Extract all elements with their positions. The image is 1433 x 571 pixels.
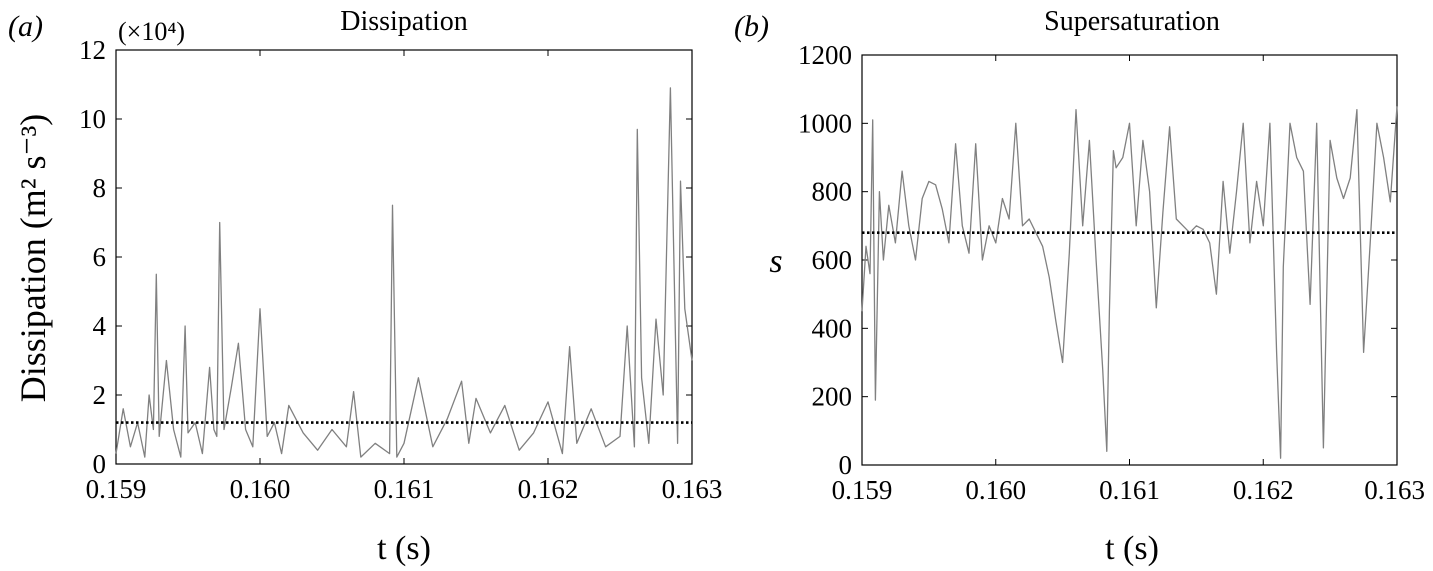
panel-a-x-tick-label: 0.160 xyxy=(230,474,291,504)
panel-b-plot-frame xyxy=(861,54,1398,466)
panel-b-y-tick-label: 1200 xyxy=(798,40,852,70)
panel-a-y-tick-label: 10 xyxy=(79,104,106,134)
panel-b-title: Supersaturation xyxy=(1044,6,1220,37)
panel-b-y-axis-label: s xyxy=(769,243,782,280)
panel-b-y-tick-label: 800 xyxy=(812,177,853,207)
panel-a-y-tick-label: 0 xyxy=(93,449,107,479)
panel-a-y-tick-label: 12 xyxy=(79,35,106,65)
panel-b-y-tick-label: 0 xyxy=(839,450,853,480)
panel-b-x-tick-label: 0.160 xyxy=(965,475,1026,505)
panel-b-x-tick-label: 0.159 xyxy=(832,475,893,505)
panel-b-plot: 0.159 0.160 0.161 0.162 0.163 0 200 400 600 800 10… xyxy=(798,40,1425,505)
panel-b-x-tick-label: 0.162 xyxy=(1233,475,1294,505)
panel-a-y-axis-label: Dissipation (m² s⁻³) xyxy=(13,114,53,403)
panel-b-x-axis-label: t (s) xyxy=(1105,530,1159,567)
panel-a-y-multiplier: (×10⁴) xyxy=(118,17,185,46)
panel-a-title: Dissipation xyxy=(340,6,468,37)
panel-a-y-tick-label: 6 xyxy=(93,242,107,272)
panel-a-x-tick-label: 0.159 xyxy=(86,474,147,504)
panel-a: (a) Dissipation (×10⁴) Dissipation (m² s… xyxy=(8,6,722,567)
panel-a-label: (a) xyxy=(8,10,43,43)
panel-a-y-tick-label: 2 xyxy=(93,380,107,410)
panel-b-y-tick-label: 200 xyxy=(812,382,853,412)
panel-a-y-tick-label: 4 xyxy=(93,311,107,341)
panel-a-series-line xyxy=(115,87,693,458)
panel-a-plot-frame xyxy=(115,49,693,465)
panel-a-x-tick-label: 0.162 xyxy=(518,474,579,504)
panel-b-y-tick-label: 1000 xyxy=(798,108,852,138)
panel-b-y-tick-label: 400 xyxy=(812,313,853,343)
panel-a-x-tick-label: 0.163 xyxy=(662,474,723,504)
panel-b-x-tick-label: 0.163 xyxy=(1364,475,1425,505)
panel-a-plot: 0.159 0.160 0.161 0.162 0.163 0 2 4 6 8 10 12 xyxy=(79,35,722,504)
panel-a-x-tick-label: 0.161 xyxy=(374,474,435,504)
panel-b-y-tick-label: 600 xyxy=(812,245,853,275)
panel-b-label: (b) xyxy=(734,10,769,43)
panel-a-x-axis-label: t (s) xyxy=(377,530,431,567)
panel-b-series-line xyxy=(861,106,1398,459)
panel-b-x-tick-label: 0.161 xyxy=(1099,475,1160,505)
panel-b: (b) Supersaturation s t (s) 0.159 0.160 0.… xyxy=(734,6,1425,567)
panel-a-y-tick-label: 8 xyxy=(93,173,107,203)
